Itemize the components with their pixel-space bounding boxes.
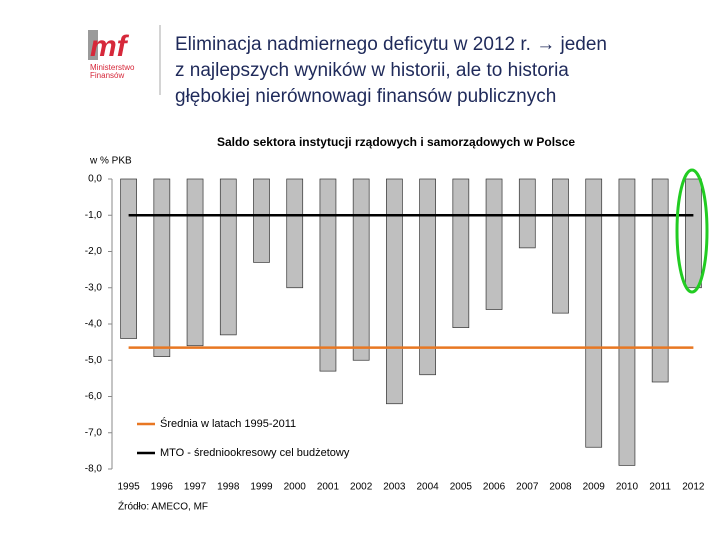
logo-mark: mf [90, 30, 130, 63]
x-tick-label: 2007 [516, 482, 539, 493]
bar [485, 178, 503, 310]
highlight [675, 168, 709, 294]
x-tick-label: 2002 [350, 482, 373, 493]
slide-title: głębokiej nierównowagi finansów publiczn… [175, 86, 556, 107]
x-tick-label: 2003 [383, 482, 406, 493]
x-tick-label: 1995 [117, 482, 140, 493]
bar [386, 178, 403, 405]
logo-text: Ministerstwo [90, 63, 135, 72]
bar [153, 178, 171, 357]
bar [518, 178, 536, 249]
bar [651, 178, 669, 383]
y-tick-label: -2,0 [85, 246, 103, 257]
y-tick-label: -1,0 [85, 210, 103, 221]
bar [319, 178, 337, 372]
bar [585, 178, 603, 448]
legend-label: Średnia w latach 1995-2011 [160, 417, 296, 430]
logo-shape [88, 30, 98, 60]
x-tick-label: 2006 [483, 482, 506, 493]
bar [286, 178, 304, 289]
y-axis-label: w % PKB [89, 156, 132, 167]
x-tick-label: 2005 [450, 482, 473, 493]
x-tick-label: 2009 [583, 482, 606, 493]
x-tick-label: 2004 [416, 482, 439, 493]
source: Źródło: AMECO, MF [118, 500, 208, 513]
x-tick-label: 2000 [284, 482, 307, 493]
y-tick-label: -4,0 [85, 319, 103, 330]
x-tick-label: 2012 [682, 482, 705, 493]
y-tick-label: -6,0 [85, 391, 103, 402]
logo-text: Finansów [90, 71, 124, 80]
y-tick-label: -5,0 [85, 355, 103, 366]
bar [452, 178, 470, 328]
chart-title: Saldo sektora instytucji rządowych i sam… [217, 135, 575, 149]
bar [253, 178, 270, 263]
bar [618, 178, 636, 466]
bar [685, 178, 702, 289]
x-tick-label: 2008 [549, 482, 572, 493]
bar [186, 178, 204, 347]
bar [120, 178, 137, 339]
slide-title: z najlepszych wyników w historii, ale to… [175, 60, 569, 81]
bar [419, 178, 436, 376]
x-tick-label: 2001 [317, 482, 340, 493]
x-tick-label: 1998 [217, 482, 240, 493]
y-tick-label: -3,0 [85, 282, 103, 293]
x-tick-label: 1997 [184, 482, 207, 493]
bar [219, 178, 237, 336]
legend-label: MTO - średniookresowy cel budżetowy [160, 447, 350, 459]
x-tick-label: 1999 [250, 482, 273, 493]
y-tick-label: -8,0 [85, 464, 103, 475]
bar [552, 178, 569, 314]
y-tick-label: 0,0 [88, 174, 102, 185]
x-tick-label: 1996 [151, 482, 174, 493]
bar [352, 178, 370, 361]
y-tick-label: -7,0 [85, 427, 103, 438]
x-tick-label: 2010 [616, 482, 639, 493]
slide-title: Eliminacja nadmiernego deficytu w 2012 r… [175, 34, 607, 55]
x-tick-label: 2011 [649, 482, 671, 493]
